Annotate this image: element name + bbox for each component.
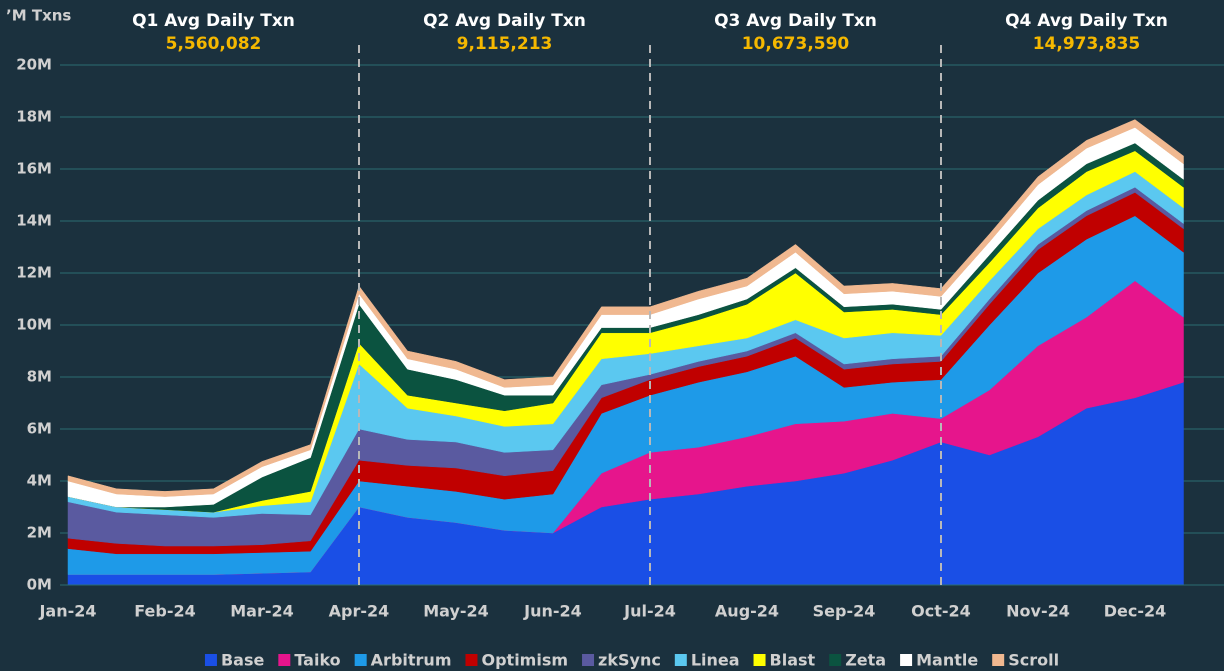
y-tick-label: 0M <box>27 576 52 594</box>
x-tick-label: Aug-24 <box>715 602 779 621</box>
legend-swatch <box>582 654 595 666</box>
y-tick-label: 20M <box>16 56 52 74</box>
legend-swatch <box>354 654 367 666</box>
x-tick-label: Apr-24 <box>329 602 390 621</box>
y-tick-label: 12M <box>16 264 52 282</box>
legend-label: Taiko <box>294 651 340 670</box>
legend-label: Optimism <box>481 651 568 670</box>
y-tick-label: 10M <box>16 316 52 334</box>
x-tick-label: May-24 <box>423 602 489 621</box>
y-tick-label: 16M <box>16 160 52 178</box>
y-tick-label: 18M <box>16 108 52 126</box>
legend-label: Arbitrum <box>371 651 452 670</box>
annotation-value: 14,973,835 <box>1033 34 1141 54</box>
annotation-title: Q2 Avg Daily Txn <box>423 11 586 31</box>
annotation-title: Q4 Avg Daily Txn <box>1005 11 1168 31</box>
y-tick-label: 2M <box>27 524 52 542</box>
legend-label: Blast <box>770 651 816 670</box>
x-tick-label: Jan-24 <box>38 602 96 621</box>
legend-label: Linea <box>691 651 740 670</box>
x-tick-label: Oct-24 <box>911 602 971 621</box>
area <box>67 119 1184 497</box>
legend-swatch <box>900 654 913 666</box>
y-tick-label: 6M <box>27 420 52 438</box>
x-tick-label: Nov-24 <box>1006 602 1070 621</box>
legend-swatch <box>278 654 291 666</box>
legend-swatch <box>204 654 217 666</box>
x-tick-label: Mar-24 <box>230 602 294 621</box>
legend-label: Base <box>221 651 265 670</box>
legend-swatch <box>465 654 478 666</box>
legend-swatch <box>674 654 687 666</box>
x-tick-label: Feb-24 <box>134 602 196 621</box>
x-tick-label: Jun-24 <box>523 602 582 621</box>
legend-swatch <box>753 654 766 666</box>
x-tick-label: Dec-24 <box>1104 602 1167 621</box>
annotation-title: Q1 Avg Daily Txn <box>132 11 295 31</box>
legend-label: Scroll <box>1008 651 1059 670</box>
x-tick-label: Sep-24 <box>813 602 876 621</box>
y-tick-label: 14M <box>16 212 52 230</box>
annotation-value: 9,115,213 <box>457 34 553 54</box>
legend-label: Mantle <box>916 651 978 670</box>
legend-label: Zeta <box>845 651 886 670</box>
y-tick-label: 4M <box>27 472 52 490</box>
annotation-value: 5,560,082 <box>166 34 262 54</box>
annotation-value: 10,673,590 <box>742 34 850 54</box>
annotation-title: Q3 Avg Daily Txn <box>714 11 877 31</box>
legend-swatch <box>992 654 1005 666</box>
y-tick-label: 8M <box>27 368 52 386</box>
y-axis-label: ’M Txns <box>6 7 71 25</box>
legend-label: zkSync <box>598 651 661 670</box>
legend-swatch <box>829 654 842 666</box>
x-tick-label: Jul-24 <box>623 602 676 621</box>
